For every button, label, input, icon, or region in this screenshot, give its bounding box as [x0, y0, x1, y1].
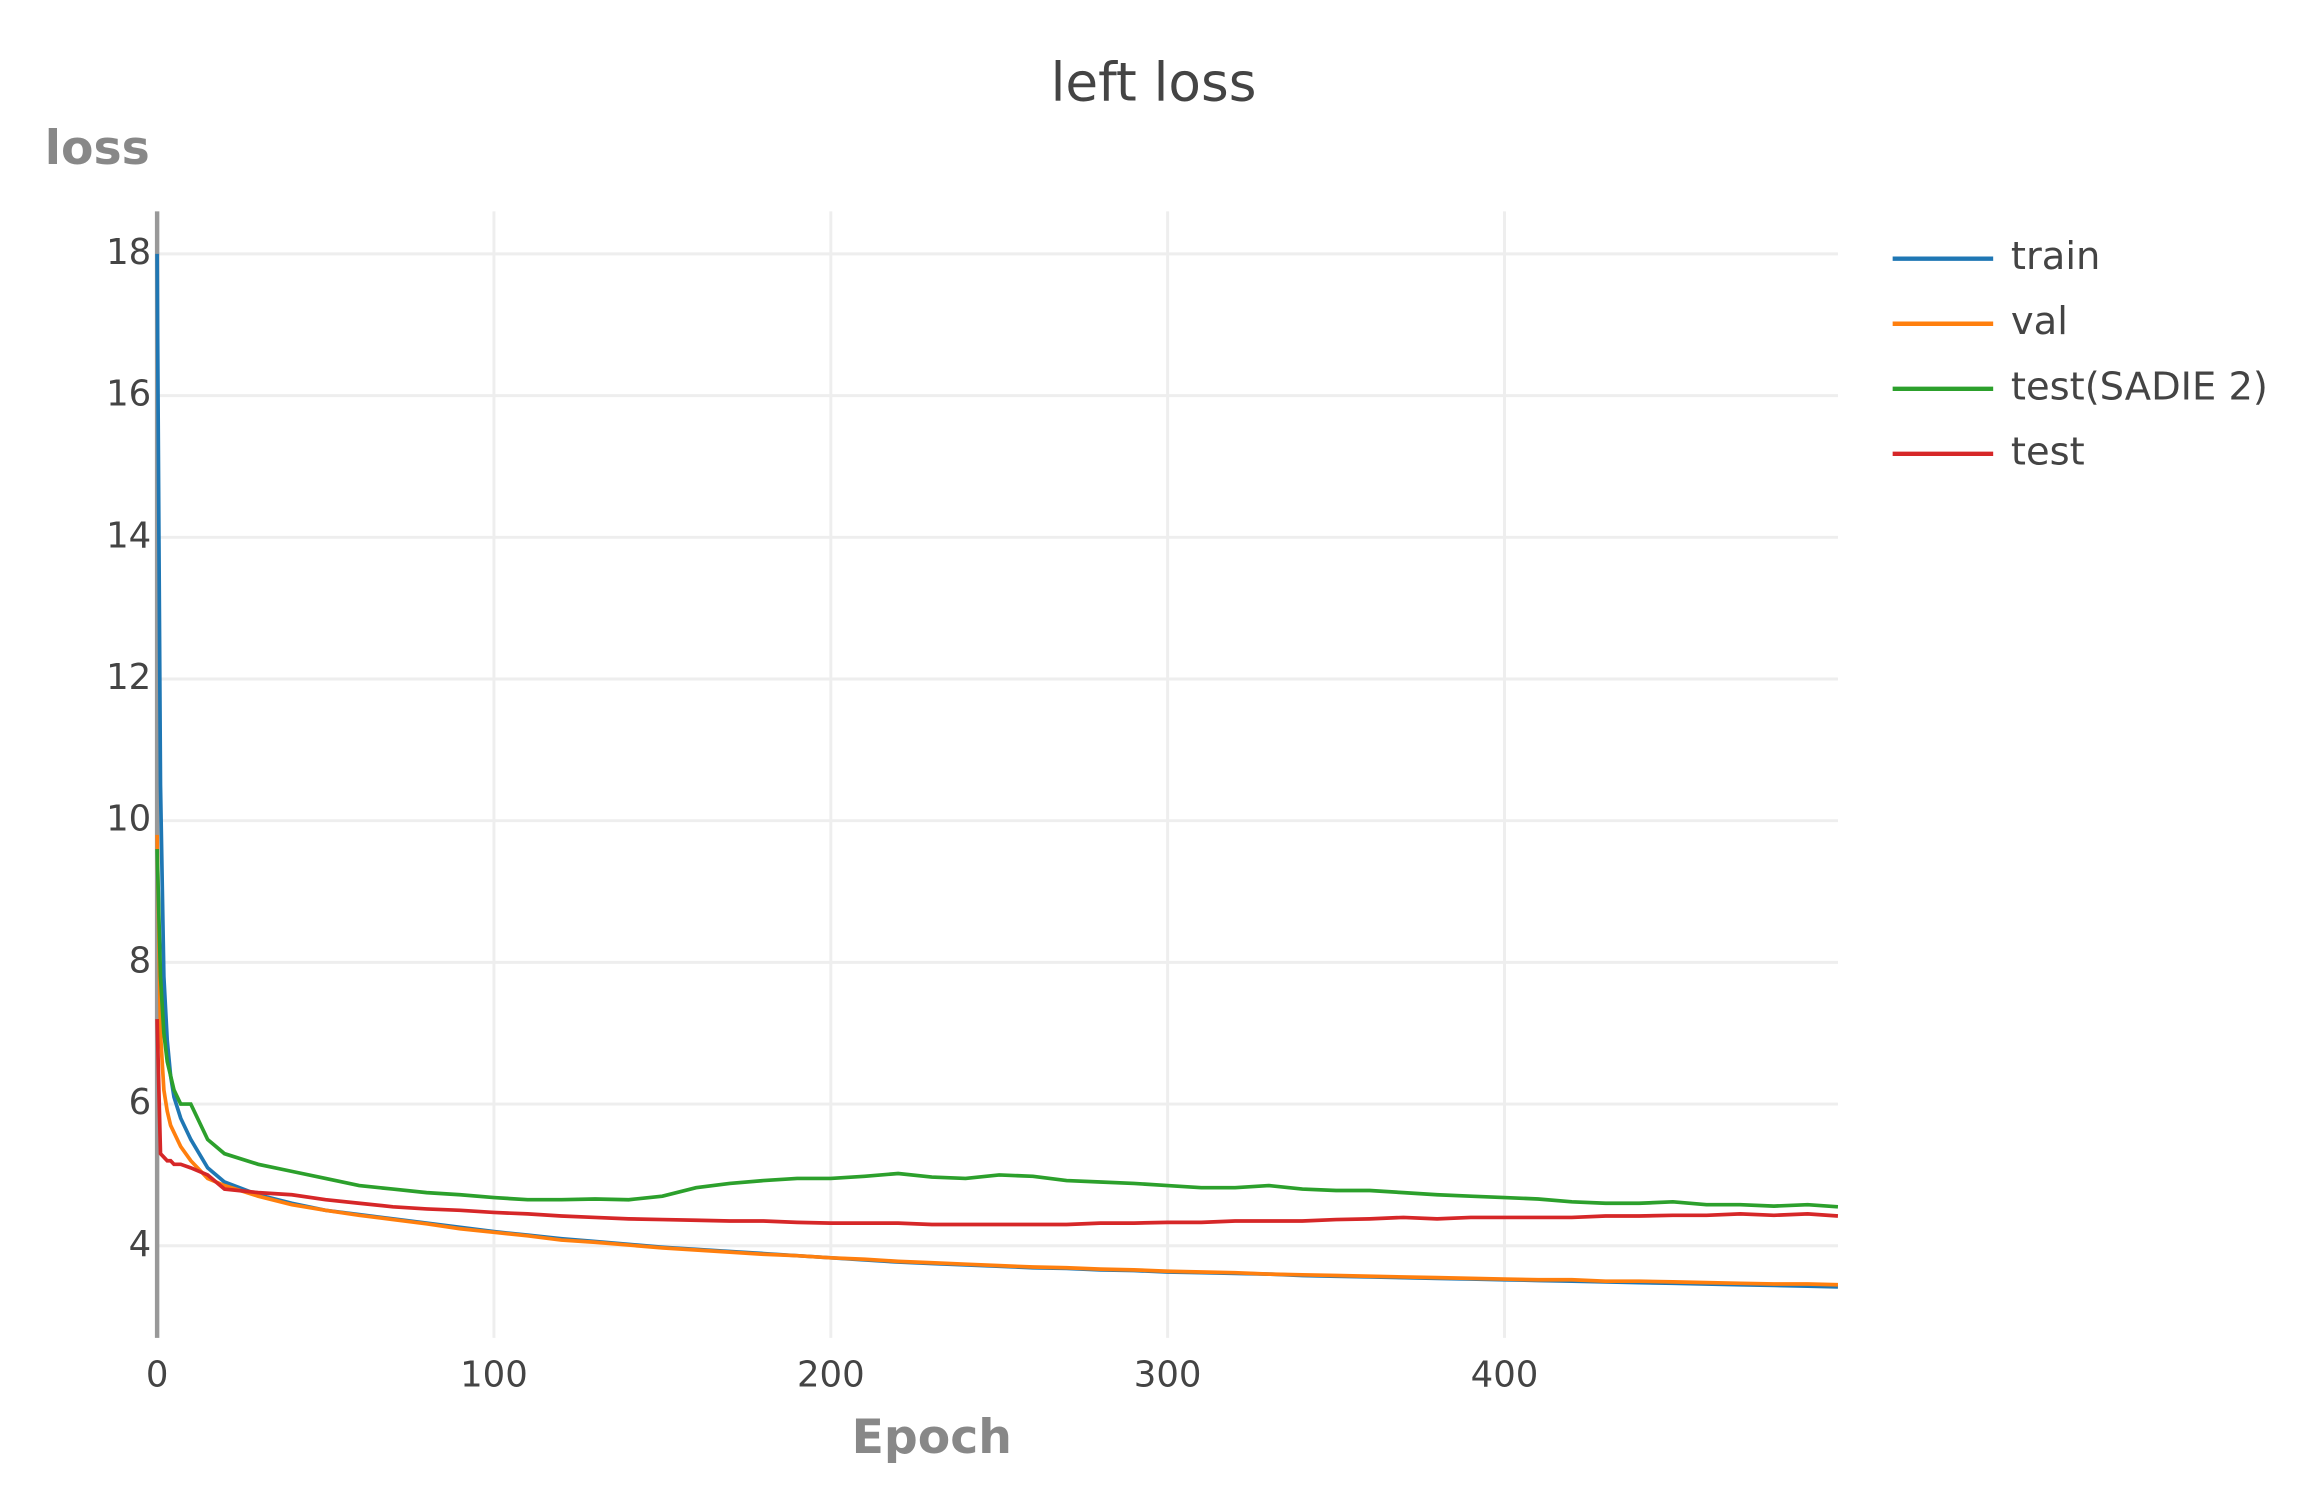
legend-label: test(SADIE 2) — [2011, 364, 2268, 409]
y-tick-label: 4 — [129, 1224, 152, 1265]
legend-label: test — [2011, 429, 2085, 474]
y-tick-label: 10 — [106, 799, 151, 840]
x-axis-title: Epoch — [852, 1410, 1012, 1465]
y-tick-label: 14 — [106, 515, 151, 556]
y-tick-label: 6 — [129, 1082, 152, 1123]
legend-label: val — [2011, 299, 2068, 344]
chart-title: left loss — [1051, 51, 1257, 113]
legend-label: train — [2011, 234, 2100, 279]
y-tick-label: 18 — [106, 232, 151, 273]
series-line — [155, 848, 1839, 1209]
series-line — [155, 253, 1838, 1289]
series-line — [155, 1019, 1839, 1227]
y-tick-label: 8 — [129, 940, 152, 981]
x-tick-label: 300 — [1134, 1354, 1202, 1395]
x-tick-label: 0 — [146, 1354, 169, 1395]
x-tick-label: 100 — [460, 1354, 528, 1395]
y-tick-label: 16 — [106, 374, 151, 415]
y-tick-label: 12 — [106, 657, 151, 698]
x-tick-label: 200 — [797, 1354, 865, 1395]
x-tick-label: 400 — [1471, 1354, 1539, 1395]
y-axis-title: loss — [45, 121, 150, 176]
